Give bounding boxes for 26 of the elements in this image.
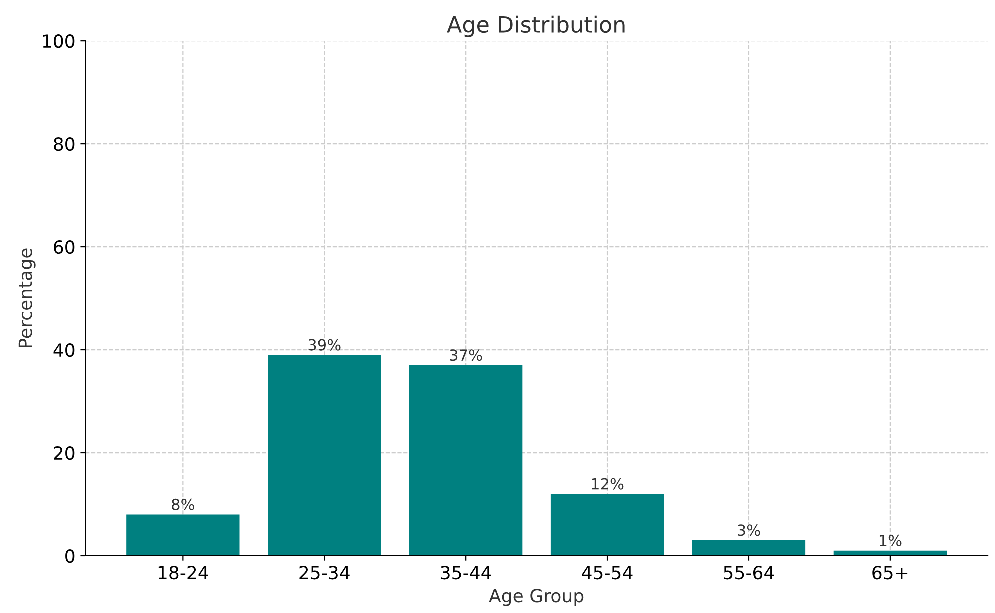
x-tick-label: 35-44 (441, 566, 492, 580)
data-label: 37% (450, 350, 482, 362)
x-tick-label: 55-64 (724, 566, 774, 580)
y-tick-label: 100 (43, 34, 75, 48)
bar (550, 494, 664, 556)
y-tick-label: 0 (66, 549, 75, 564)
x-tick-label: 25-34 (300, 566, 350, 580)
x-tick-label: 65+ (872, 566, 908, 580)
bar (692, 540, 806, 556)
x-tick-label: 18-24 (158, 566, 208, 580)
data-label: 8% (172, 498, 194, 510)
y-tick-label: 60 (54, 240, 75, 254)
y-tick-label: 40 (54, 343, 75, 358)
x-tick-label: 45-54 (582, 566, 633, 580)
y-tick-label: 80 (54, 138, 75, 152)
y-tick-label: 20 (54, 446, 75, 460)
data-label: 1% (880, 534, 902, 546)
bar (268, 355, 382, 556)
data-label: 39% (308, 339, 341, 351)
y-axis-title: Percentage (18, 248, 36, 348)
bar (126, 514, 240, 556)
chart-title: Age Distribution (447, 16, 625, 38)
data-label: 12% (592, 478, 624, 490)
data-label: 3% (738, 524, 760, 536)
x-axis-title: Age Group (489, 589, 584, 606)
bar (409, 365, 523, 556)
